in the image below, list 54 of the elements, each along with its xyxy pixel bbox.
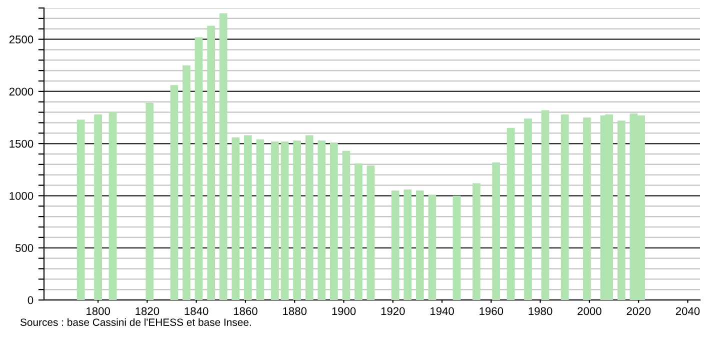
y-tick-label: 1500	[10, 140, 34, 148]
bar	[617, 120, 626, 300]
bar	[472, 183, 480, 300]
bar	[232, 137, 240, 300]
x-tick-label: 1980	[528, 307, 552, 316]
x-tick-label: 1920	[381, 307, 405, 316]
bar	[293, 140, 301, 300]
x-tick-label: 1880	[283, 307, 307, 316]
x-tick-label: 1900	[332, 307, 356, 316]
bar	[207, 26, 215, 300]
y-tick-label: 500	[15, 244, 34, 252]
bar	[280, 141, 289, 300]
bar	[305, 135, 314, 300]
bar	[492, 162, 500, 300]
bar	[452, 196, 461, 300]
x-tick-label: 1800	[86, 307, 110, 316]
bar	[524, 118, 532, 300]
bar	[560, 114, 569, 300]
bar	[391, 190, 400, 300]
y-tick-label: 2000	[9, 88, 34, 96]
bar	[342, 150, 350, 300]
bar	[94, 114, 102, 300]
bar	[416, 190, 424, 300]
bar	[170, 85, 178, 300]
y-tick-label: 1000	[10, 192, 34, 200]
bar	[428, 194, 436, 300]
bar	[541, 110, 550, 300]
x-tick-label: 1960	[480, 307, 504, 316]
y-tick-label: 0	[28, 296, 34, 304]
bar	[256, 139, 264, 300]
x-tick-label: 1840	[184, 307, 208, 316]
bar	[354, 163, 362, 300]
y-tick-label: 2500	[9, 36, 34, 44]
bar	[404, 189, 412, 300]
source-note: Sources : base Cassini de l'EHESS et base Insee.	[20, 318, 251, 326]
bar	[330, 142, 338, 300]
bar	[271, 141, 279, 300]
bar	[146, 102, 154, 300]
x-tick-label: 1860	[234, 307, 258, 316]
bar	[194, 37, 203, 300]
x-tick-label: 2000	[578, 307, 602, 316]
bar	[506, 128, 515, 300]
bar	[219, 13, 228, 300]
bar	[366, 165, 375, 300]
bar	[318, 140, 326, 300]
x-tick-label: 1820	[136, 307, 160, 316]
bar	[108, 112, 117, 300]
bar	[583, 118, 591, 300]
bar	[76, 120, 85, 300]
bar	[244, 135, 252, 300]
x-tick-label: 2020	[626, 307, 650, 316]
x-tick-label: 2040	[676, 307, 700, 316]
bar	[182, 65, 190, 300]
x-tick-label: 1940	[430, 307, 454, 316]
